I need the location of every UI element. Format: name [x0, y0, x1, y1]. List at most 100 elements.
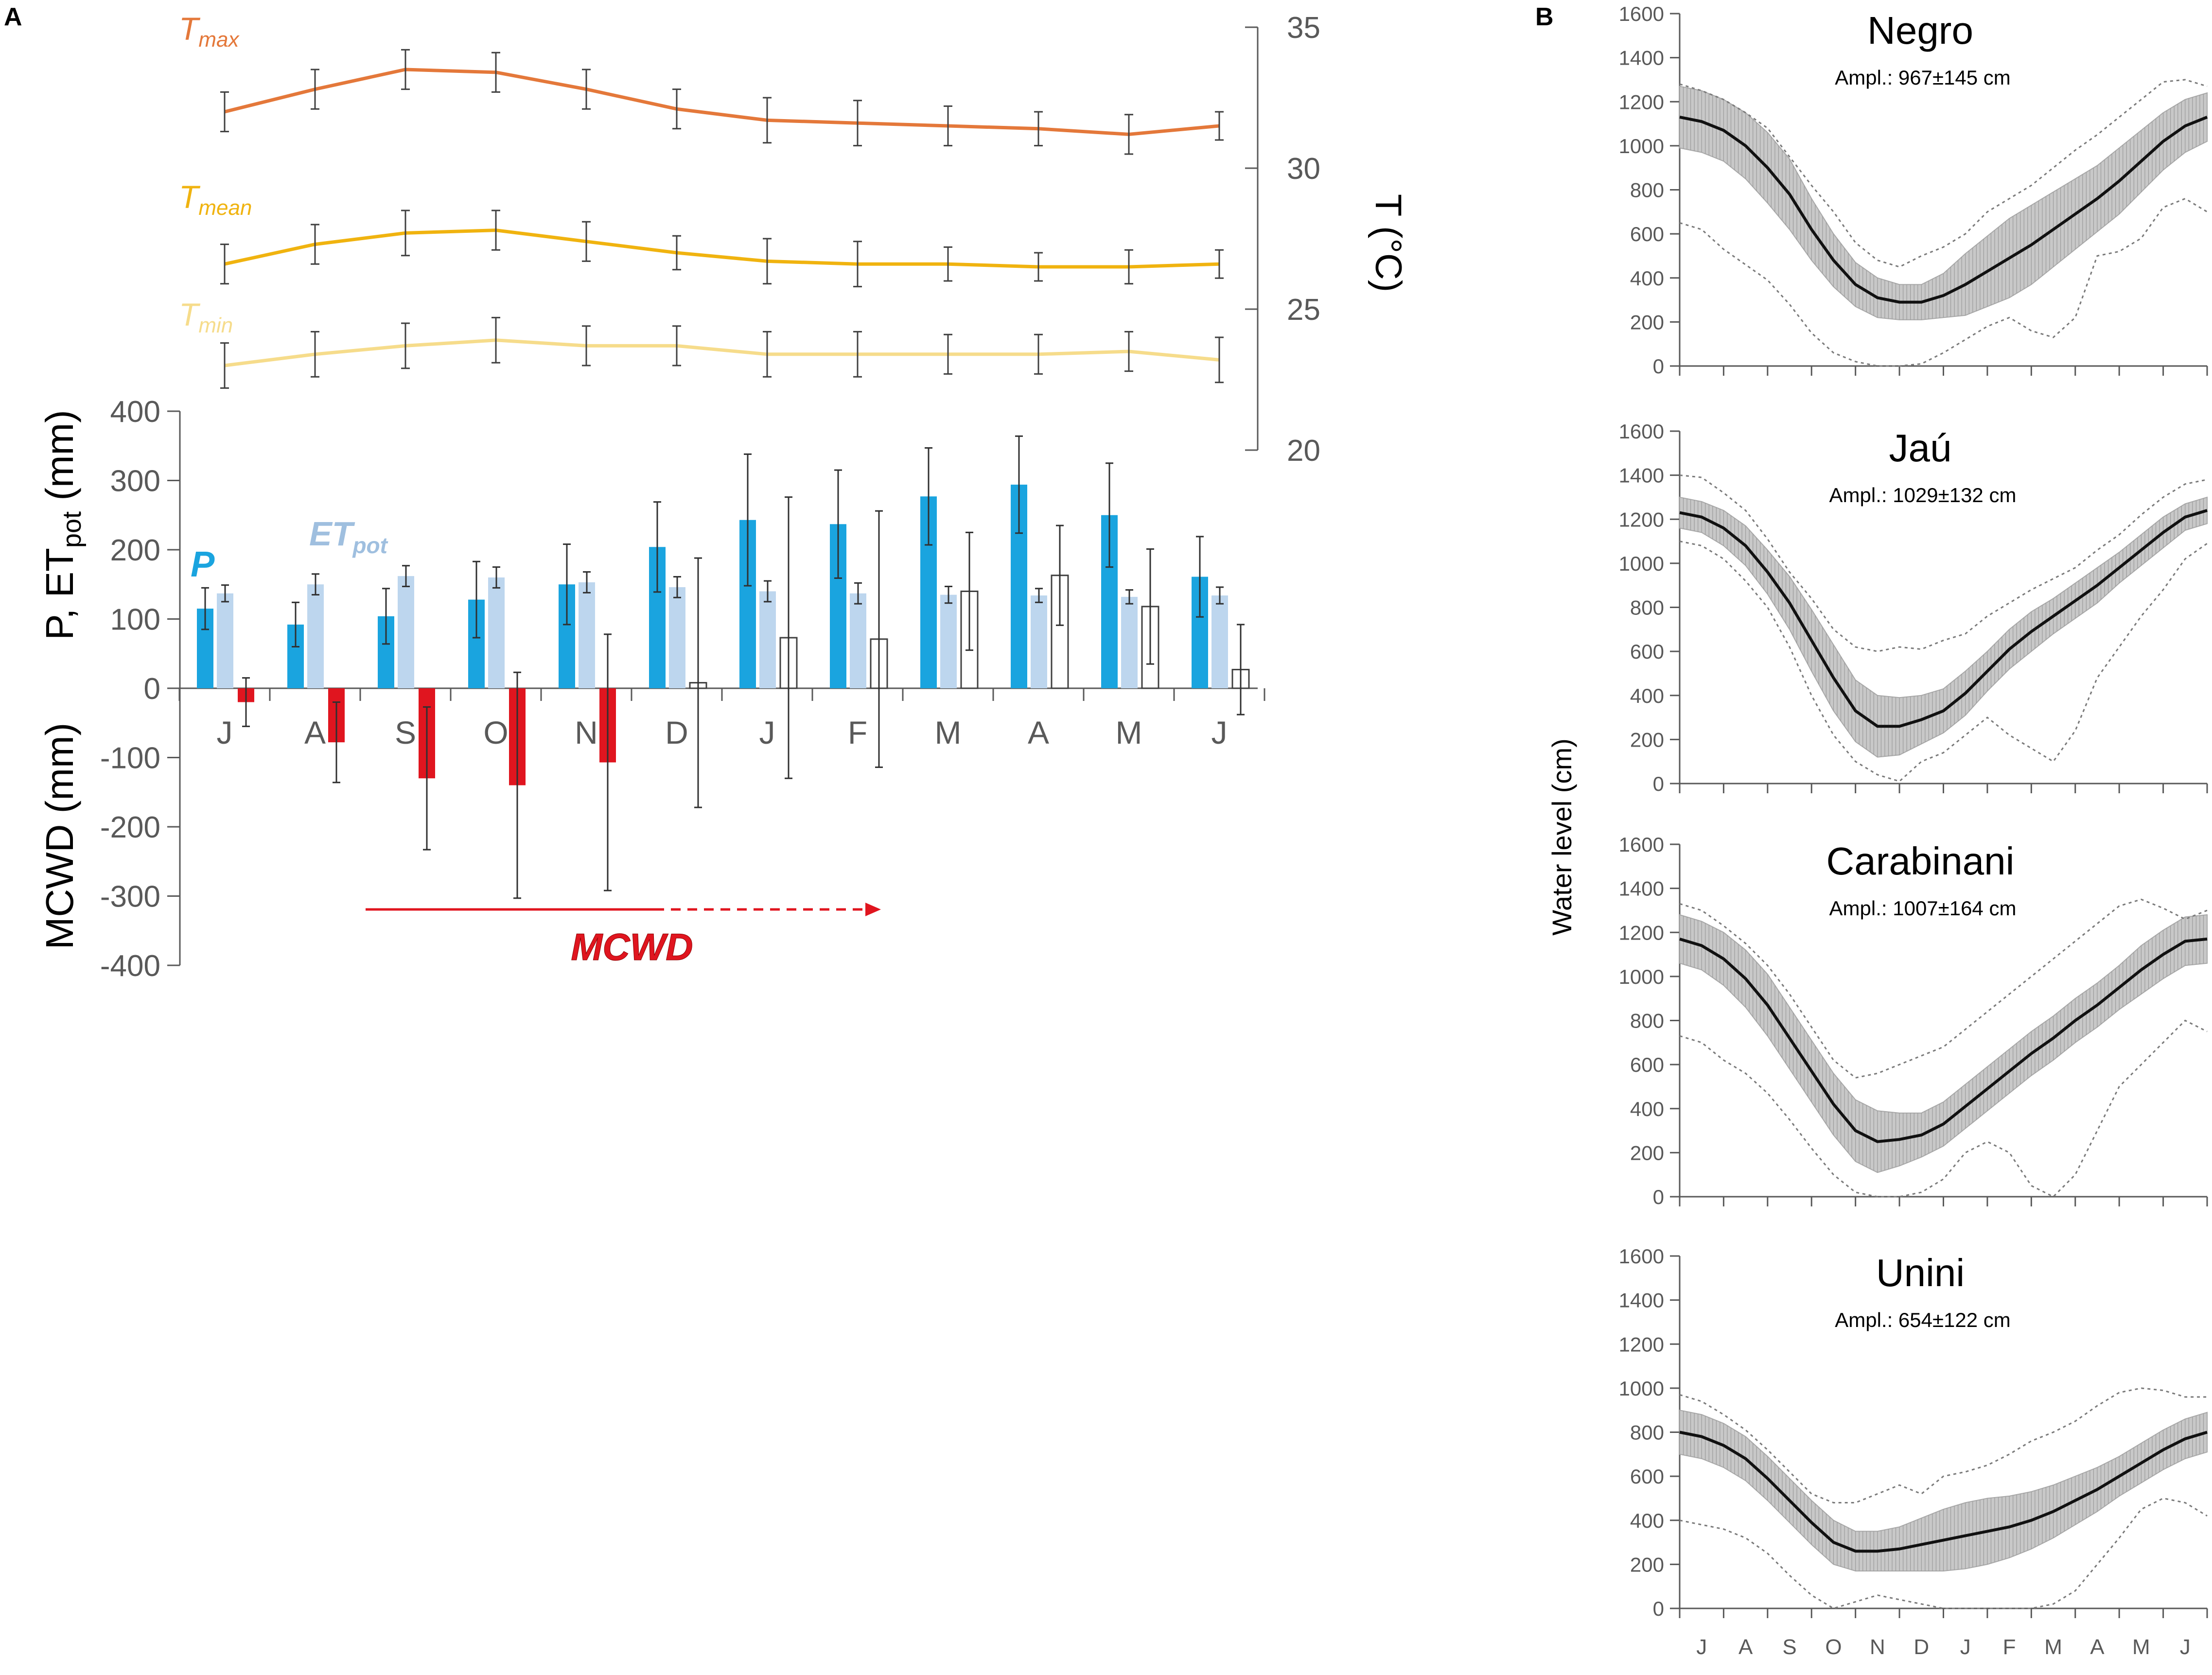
label-etpot: ETpot: [309, 515, 388, 558]
bar-etpot-errbar: [492, 566, 500, 589]
river-max-line: [1679, 79, 2208, 268]
temp-errbar: [1215, 336, 1224, 384]
bar-mcwd-errbar: [966, 531, 973, 651]
temp-label-subscript: max: [198, 28, 240, 52]
bar-group-month: [1192, 536, 1250, 715]
bar-p-errbar: [925, 447, 932, 546]
river-y-tick-label: 400: [1630, 684, 1664, 707]
river-y-tick-label: 400: [1630, 1509, 1664, 1532]
bar-p-errbar: [201, 587, 209, 630]
river-amplitude: Ampl.: 1007±164 cm: [1829, 897, 2017, 920]
mcwd-arrowhead: [865, 903, 881, 916]
river-amplitude: Ampl.: 967±145 cm: [1835, 66, 2011, 89]
temp-errbar: [853, 100, 862, 147]
bar-x-tick-label: F: [848, 715, 867, 750]
bar-etpot-errbar: [312, 573, 319, 596]
panel-letter-a: A: [4, 3, 22, 31]
bar-x-tick-label: M: [1116, 715, 1142, 750]
bar-axis-label-top: P, ETpot (mm): [38, 410, 87, 640]
river-amplitude: Ampl.: 654±122 cm: [1835, 1309, 2011, 1331]
bar-x-tick-label: O: [483, 715, 508, 750]
temp-errbar: [672, 88, 681, 130]
river-max-line: [1679, 898, 2208, 1079]
river-x-tick-label: S: [1782, 1635, 1796, 1659]
river-amplitude: Ampl.: 1029±132 cm: [1829, 484, 2017, 506]
bar-x-tick-label: D: [665, 715, 688, 750]
bar-x-tick-label: A: [1028, 715, 1049, 750]
river-y-tick-label: 0: [1653, 1597, 1664, 1620]
bar-y-tick-label: -300: [100, 880, 160, 914]
bar-group-month: [468, 560, 526, 899]
bar-etpot: [488, 577, 505, 688]
temp-errbar: [401, 322, 410, 369]
temp-line-tmax: [224, 68, 1220, 136]
river-y-tick-label: 400: [1630, 1098, 1664, 1120]
temp-series-tmin: Tmin: [179, 297, 1224, 389]
temp-errbar: [1124, 114, 1133, 155]
temp-errbar: [853, 241, 862, 288]
bar-y-tick-label: -400: [100, 949, 160, 983]
river-x-tick-label: A: [1738, 1635, 1753, 1659]
river-mean-line: [1679, 937, 2208, 1143]
bar-mcwd-errbar: [333, 701, 340, 784]
bar-mcwd-errbar: [423, 706, 431, 851]
bar-mcwd-errbar: [785, 496, 792, 779]
bar-p-errbar: [744, 453, 752, 587]
bar-x-tick-label: J: [1211, 715, 1228, 750]
temp-errbar: [311, 69, 319, 110]
bar-x-tick-label: N: [575, 715, 598, 750]
river-y-tick-label: 1400: [1619, 464, 1664, 487]
temp-errbar: [763, 238, 772, 285]
label-p: P: [191, 544, 215, 584]
temp-line-tmean: [224, 228, 1220, 269]
temp-errbar: [1034, 333, 1043, 375]
bar-y-tick-label: -200: [100, 811, 160, 844]
river-title: Jaú: [1889, 426, 1952, 470]
river-y-tick-label: 800: [1630, 179, 1664, 202]
river-y-tick-label: 1200: [1619, 921, 1664, 944]
temp-series-tmean: Tmean: [179, 179, 1224, 288]
bar-p-errbar: [1015, 435, 1023, 534]
temp-errbar: [220, 91, 229, 133]
bar-p-errbar: [1196, 536, 1204, 618]
temp-errbar: [492, 52, 500, 93]
bar-axis-label-unit: (mm): [38, 410, 81, 511]
river-chart-1: 0 200 400 600 800 1000 1200 1400 1600 Negro Ampl.:…: [1619, 2, 2208, 378]
bar-y-tick-label: 300: [110, 465, 160, 498]
bar-y-tick-label: 200: [110, 534, 160, 567]
bar-group-month: [287, 573, 345, 784]
bar-group-month: [739, 453, 798, 779]
bar-etpot: [1031, 595, 1047, 688]
bar-axis-label-bottom: MCWD (mm): [38, 723, 81, 949]
river-mean-line: [1679, 116, 2208, 304]
temperature-chart: 20 25 30 35 T (°C) Tmax Tmean Tmin: [179, 11, 1409, 468]
river-y-tick-label: 1600: [1619, 833, 1664, 856]
temp-errbar: [220, 244, 229, 285]
bar-etpot-errbar: [221, 584, 229, 603]
river-y-tick-label: 1000: [1619, 135, 1664, 157]
river-y-tick-label: 1000: [1619, 965, 1664, 988]
river-x-tick-label: J: [1696, 1635, 1707, 1659]
bar-axis-label-subscript: pot: [57, 511, 87, 548]
temp-errbar: [582, 221, 591, 262]
river-min-line: [1679, 1497, 2208, 1609]
temp-label-tmax: Tmax: [179, 11, 240, 52]
bar-p-errbar: [563, 543, 571, 626]
river-y-tick-label: 1000: [1619, 1377, 1664, 1400]
bar-p-errbar: [382, 588, 390, 645]
river-mean-line: [1679, 1431, 2208, 1553]
bar-x-tick-label: A: [304, 715, 326, 750]
river-y-tick-label: 600: [1630, 1465, 1664, 1488]
temp-errbar: [492, 316, 500, 364]
bar-etpot: [307, 584, 324, 688]
bar-etpot-errbar: [1216, 586, 1224, 605]
temp-errbar: [582, 69, 591, 110]
temp-axis-label: T (°C): [1368, 194, 1409, 292]
river-y-tick-label: 800: [1630, 1421, 1664, 1444]
bar-etpot-errbar: [764, 580, 772, 603]
temp-label-subscript: min: [198, 314, 233, 337]
temp-errbar: [311, 224, 319, 265]
bar-group-month: [920, 447, 979, 689]
temp-errbar: [672, 235, 681, 271]
river-y-tick-label: 200: [1630, 1141, 1664, 1164]
